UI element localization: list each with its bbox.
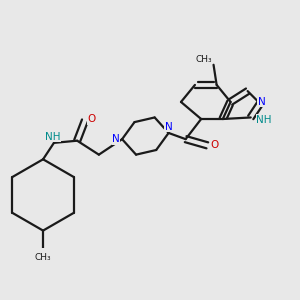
Text: CH₃: CH₃ bbox=[35, 253, 51, 262]
Text: O: O bbox=[210, 140, 218, 150]
Text: NH: NH bbox=[256, 115, 272, 125]
Text: O: O bbox=[88, 114, 96, 124]
Text: CH₃: CH₃ bbox=[196, 55, 213, 64]
Text: N: N bbox=[258, 97, 266, 107]
Text: N: N bbox=[165, 122, 172, 132]
Text: NH: NH bbox=[45, 132, 60, 142]
Text: N: N bbox=[112, 134, 120, 144]
